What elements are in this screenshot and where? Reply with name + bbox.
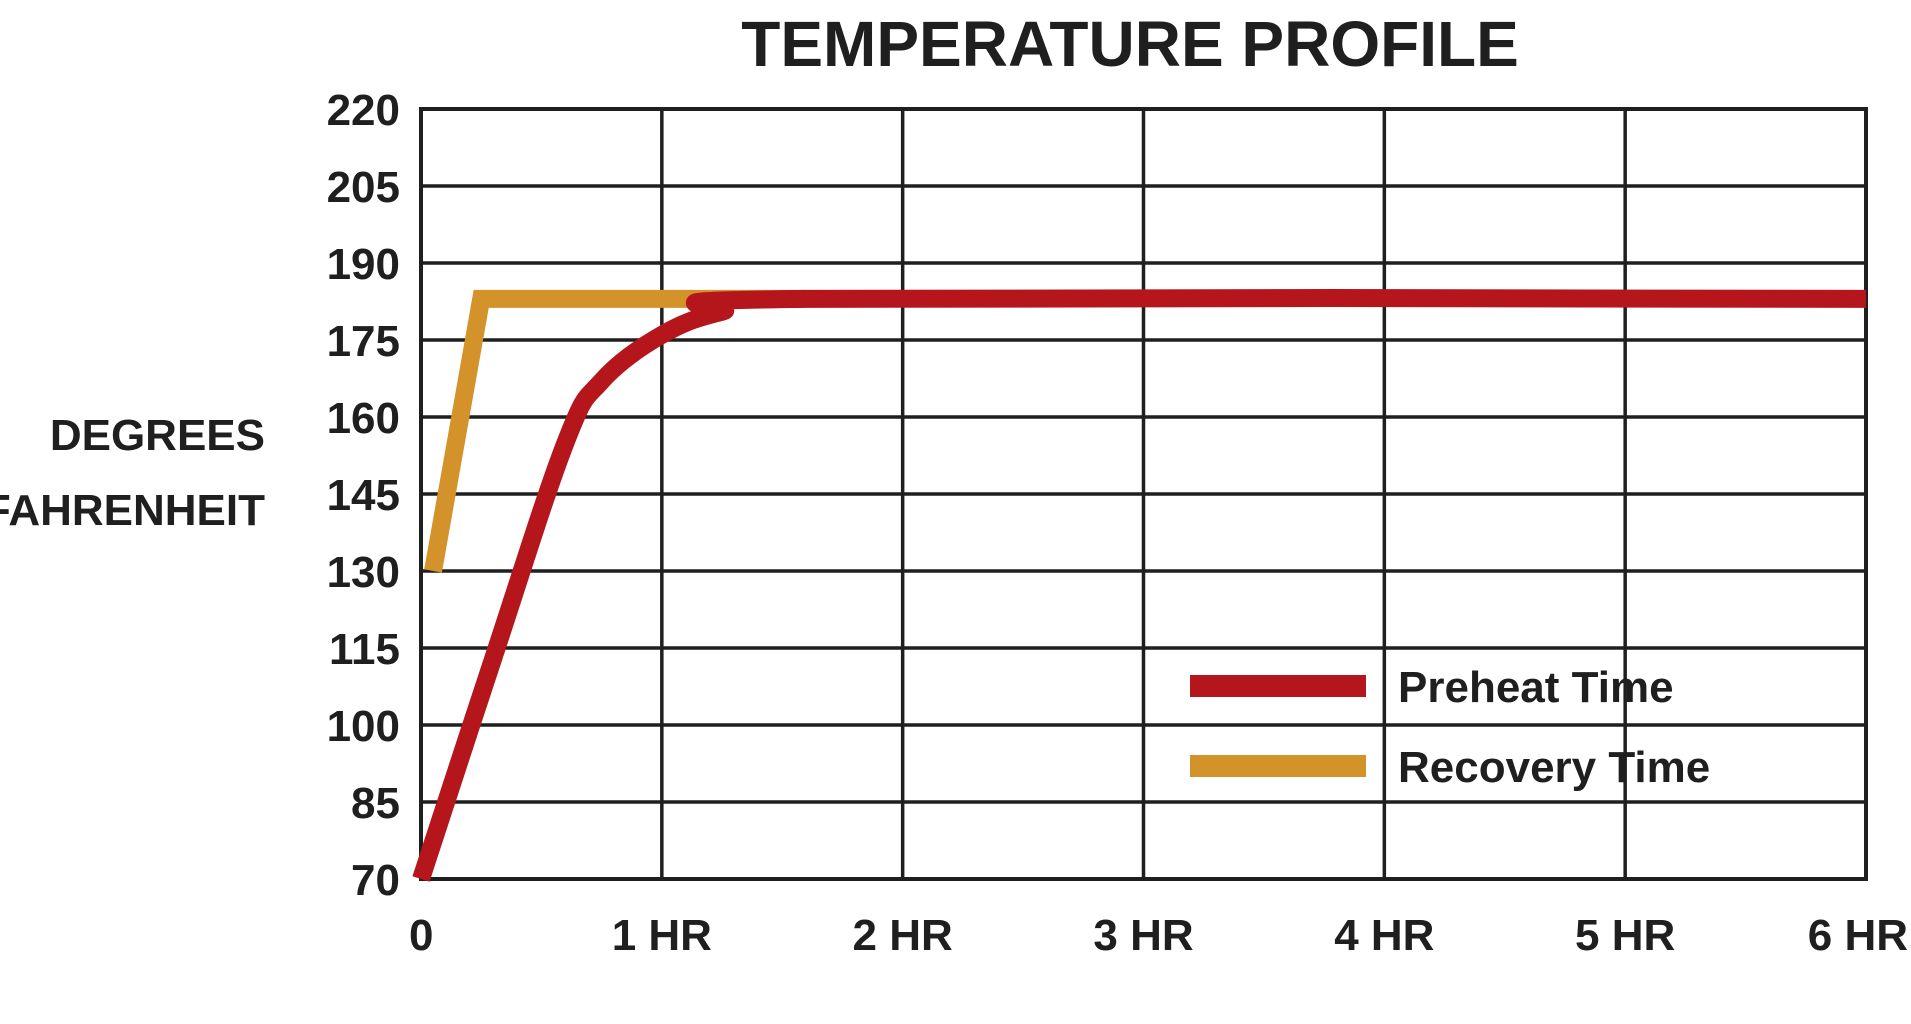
x-tick-label-6: 6 HR xyxy=(1808,911,1908,960)
y-tick-labels: 70 85 100 115 130 145 160 175 190 205 220 xyxy=(327,86,400,905)
y-tick-label-0: 70 xyxy=(351,856,400,905)
x-tick-label-0: 0 xyxy=(409,911,433,960)
chart-title: TEMPERATURE PROFILE xyxy=(741,8,1519,80)
legend-swatch-1 xyxy=(1190,755,1366,777)
legend-label-1: Recovery Time xyxy=(1398,743,1710,792)
y-axis-label-line-2: FAHRENHEIT xyxy=(0,486,265,535)
y-tick-label-6: 160 xyxy=(327,394,400,443)
legend-swatch-0 xyxy=(1190,675,1366,697)
x-tick-label-2: 2 HR xyxy=(853,911,953,960)
x-tick-label-1: 1 HR xyxy=(612,911,712,960)
series-lines xyxy=(412,288,1867,882)
y-tick-label-8: 190 xyxy=(327,240,400,289)
y-tick-label-5: 145 xyxy=(327,471,400,520)
plot-frame xyxy=(419,107,1868,881)
y-tick-label-9: 205 xyxy=(327,163,400,212)
x-tick-label-3: 3 HR xyxy=(1093,911,1193,960)
y-tick-label-3: 115 xyxy=(329,625,400,674)
series-line-0 xyxy=(412,288,1867,882)
legend: Preheat Time Recovery Time xyxy=(1190,663,1710,792)
y-tick-label-1: 85 xyxy=(351,779,400,828)
y-tick-label-7: 175 xyxy=(327,317,400,366)
legend-label-0: Preheat Time xyxy=(1398,663,1674,712)
y-tick-label-10: 220 xyxy=(327,86,400,135)
y-tick-label-2: 100 xyxy=(327,702,400,751)
grid xyxy=(419,107,1868,881)
x-tick-labels: 0 1 HR 2 HR 3 HR 4 HR 5 HR 6 HR xyxy=(409,911,1908,960)
y-tick-label-4: 130 xyxy=(327,548,400,597)
y-axis-label-line-1: DEGREES xyxy=(50,411,265,460)
x-tick-label-4: 4 HR xyxy=(1334,911,1434,960)
x-tick-label-5: 5 HR xyxy=(1575,911,1675,960)
